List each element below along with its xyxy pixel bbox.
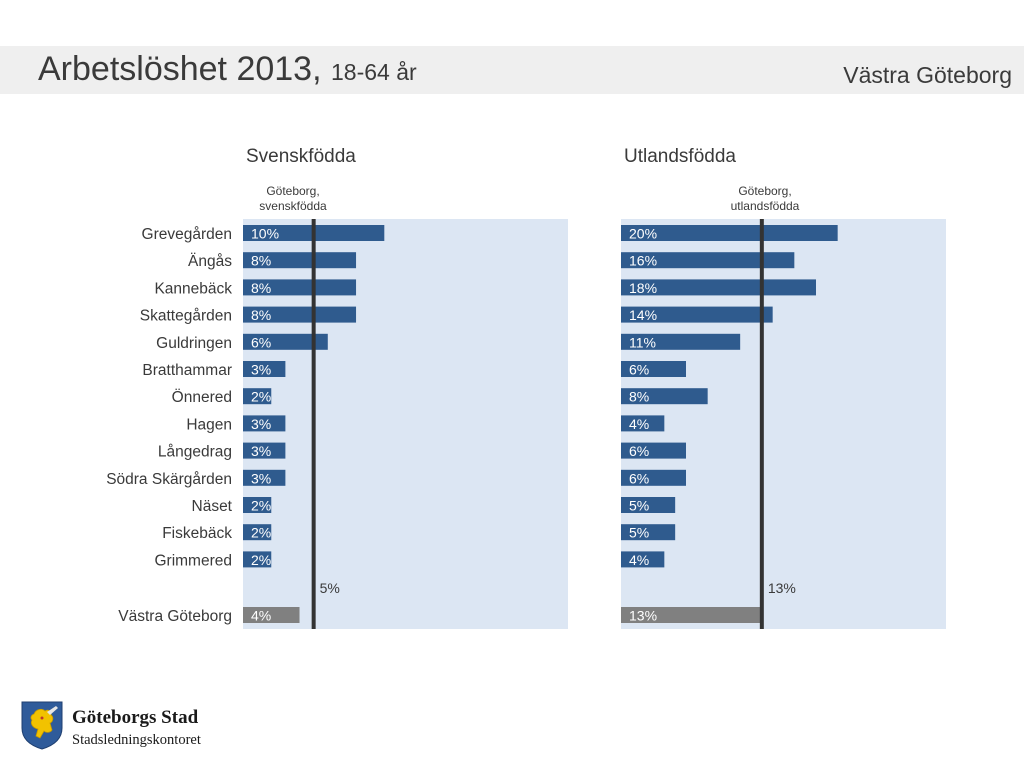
reference-label-line2: utlandsfödda [730, 199, 800, 213]
bar-value-label: 20% [629, 226, 657, 242]
bar-value-label: 3% [251, 470, 271, 486]
bar-value-label: 16% [629, 253, 657, 269]
reference-label-utlandsfodda: Göteborg, utlandsfödda [705, 184, 825, 214]
bar [621, 551, 665, 568]
region-label: Västra Göteborg [843, 62, 1012, 88]
page-title: Arbetslöshet 2013, 18-64 år [38, 50, 417, 89]
total-bar [621, 607, 762, 623]
bar [243, 415, 286, 432]
bar [621, 361, 686, 377]
bar [243, 524, 272, 541]
bar [621, 469, 686, 486]
reference-label-svenskfodda: Göteborg, svenskfödda [233, 184, 353, 214]
panel-title-svenskfodda: Svenskfödda [246, 146, 356, 167]
bar [621, 306, 773, 323]
bar-value-label: 8% [251, 253, 271, 269]
reference-value-label: 5% [320, 580, 340, 596]
category-label: Hagen [186, 416, 232, 433]
bar-value-label: 18% [629, 280, 657, 296]
bar-value-label: 5% [629, 498, 649, 514]
bar-value-label: 5% [629, 525, 649, 541]
bar [243, 361, 286, 377]
bar [243, 497, 272, 513]
bar [621, 415, 665, 432]
bar [621, 225, 838, 241]
header-band [0, 46, 1024, 94]
bar [243, 279, 357, 296]
category-label: Ängås [188, 253, 232, 270]
category-label: Långedrag [158, 444, 232, 461]
reference-value-label: 13% [768, 580, 796, 596]
reference-label-line1: Göteborg, [738, 184, 792, 198]
org-department: Stadsledningskontoret [72, 732, 201, 748]
lion-coat-of-arms-icon [21, 701, 63, 750]
category-label: Näset [192, 498, 233, 515]
bar-value-label: 2% [251, 525, 271, 541]
bar [621, 388, 708, 405]
category-label: Skattegården [140, 308, 232, 325]
bar-value-label: 4% [629, 416, 649, 432]
category-label: Kannebäck [154, 280, 232, 297]
bar-value-label: 2% [251, 498, 271, 514]
bar [621, 497, 676, 513]
bar-chart: Grevegården Ängås Kannebäck Skattegården Gul… [106, 219, 946, 629]
bar [621, 524, 676, 541]
bar-value-label: 6% [629, 443, 649, 459]
bar-value-label: 6% [251, 334, 271, 350]
bar [243, 469, 286, 486]
total-bar-value-label: 4% [251, 608, 271, 624]
title-main: Arbetslöshet 2013, [38, 50, 322, 88]
bar [243, 551, 272, 568]
bar-value-label: 10% [251, 226, 279, 242]
panel-title-utlandsfodda: Utlandsfödda [624, 146, 736, 167]
category-label: Önnered [172, 388, 232, 406]
bar [243, 252, 357, 269]
category-label-total: Västra Göteborg [118, 608, 232, 625]
bar-value-label: 4% [629, 552, 649, 568]
bar [243, 388, 272, 405]
bar [243, 306, 357, 323]
bar [243, 333, 328, 350]
bar-value-label: 6% [629, 470, 649, 486]
bar-value-label: 3% [251, 362, 271, 378]
bar-value-label: 8% [629, 389, 649, 405]
bar [621, 442, 686, 459]
bar-value-label: 8% [251, 307, 271, 323]
bar-value-label: 2% [251, 389, 271, 405]
bar [621, 252, 795, 269]
title-subtitle: 18-64 år [330, 59, 417, 85]
bar-value-label: 8% [251, 280, 271, 296]
bar-value-label: 2% [251, 552, 271, 568]
org-name: Göteborgs Stad [72, 707, 199, 728]
bar-value-label: 11% [629, 334, 656, 350]
category-label: Södra Skärgården [106, 471, 232, 488]
category-label: Bratthammar [142, 362, 232, 379]
category-label: Fiskebäck [162, 525, 232, 542]
bar-value-label: 6% [629, 362, 649, 378]
category-label: Grevegården [142, 226, 232, 243]
bar-value-label: 3% [251, 443, 271, 459]
bar [243, 442, 286, 459]
total-bar-value-label: 13% [629, 608, 657, 624]
bar [621, 279, 816, 296]
bar [621, 333, 741, 350]
bar-value-label: 3% [251, 416, 271, 432]
reference-label-line1: Göteborg, [266, 184, 320, 198]
total-bar [243, 607, 300, 623]
category-label: Guldringen [156, 335, 232, 352]
reference-label-line2: svenskfödda [259, 199, 327, 213]
bar-value-label: 14% [629, 307, 657, 323]
category-label: Grimmered [154, 552, 232, 569]
